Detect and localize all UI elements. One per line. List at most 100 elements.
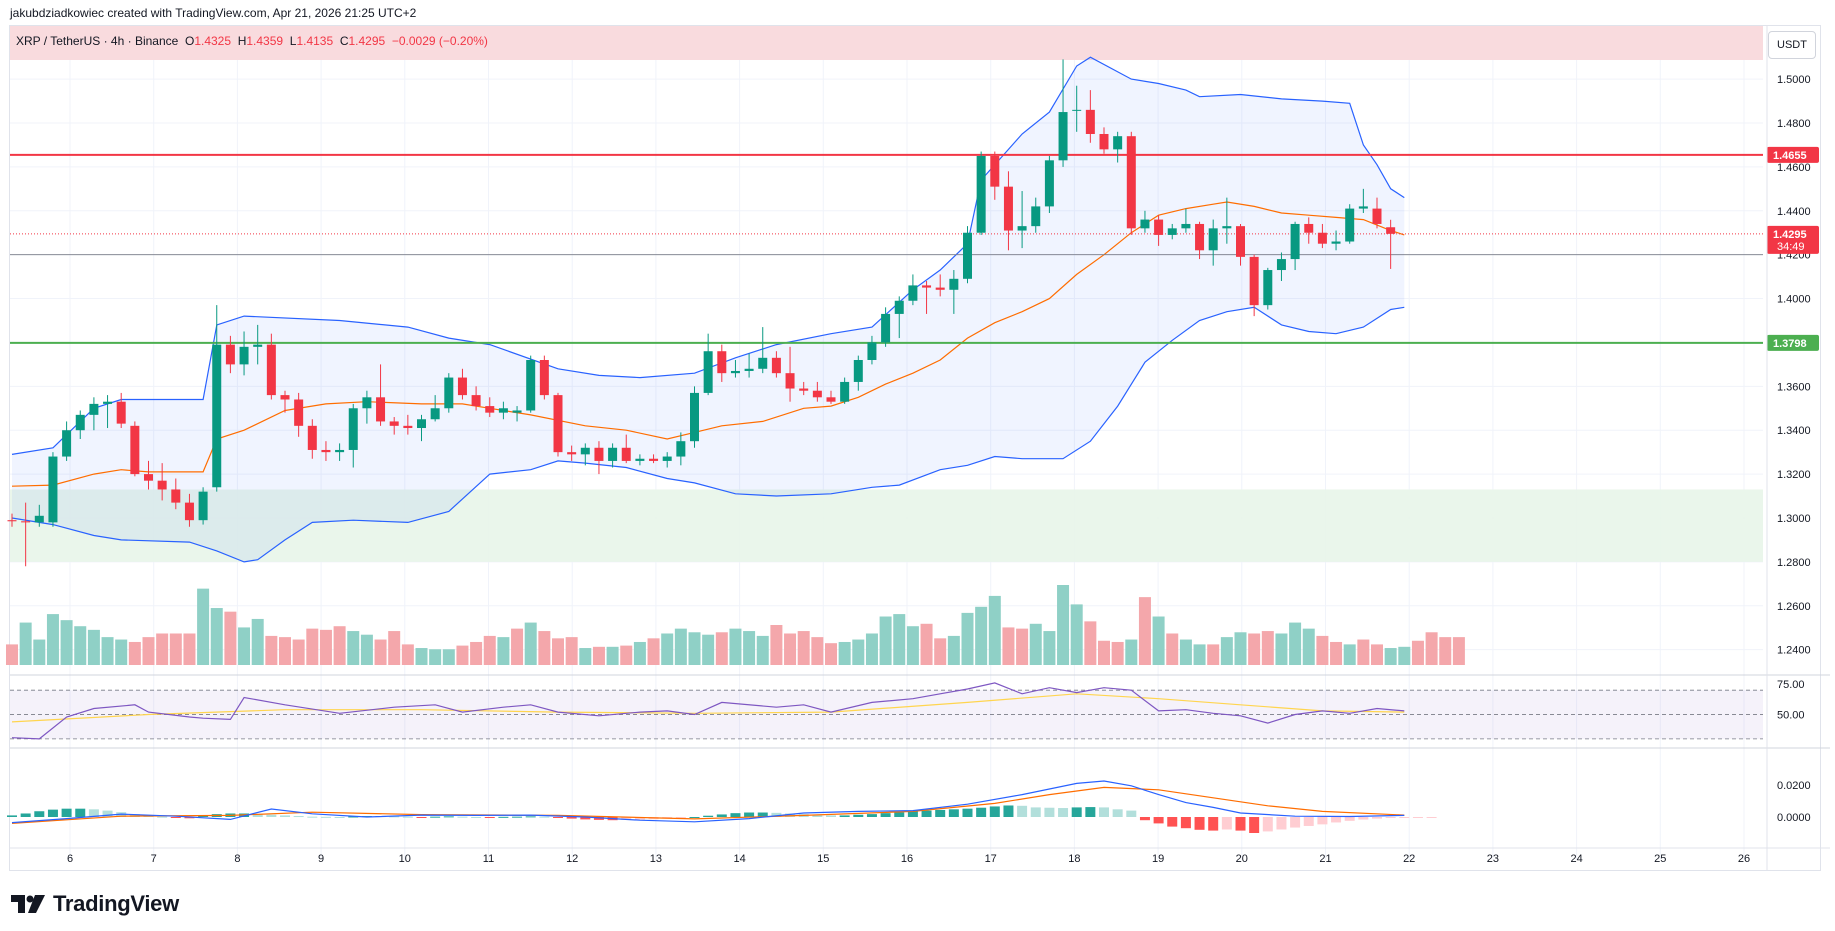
macd-histogram-bar: [771, 812, 782, 817]
macd-histogram-bar: [880, 813, 891, 817]
candle-body: [471, 395, 481, 407]
volume-bar: [1248, 633, 1261, 665]
candle-body: [580, 447, 590, 455]
x-tick-label: 15: [817, 853, 829, 865]
volume-bar: [1002, 627, 1015, 665]
candle-body: [198, 491, 208, 521]
countdown-label: 34:49: [1777, 241, 1805, 253]
candle-body: [1031, 206, 1041, 227]
currency-button[interactable]: USDT: [1768, 31, 1816, 59]
candle-body: [935, 287, 945, 290]
volume-bar: [60, 620, 73, 665]
volume-bar: [306, 628, 319, 665]
volume-bar: [1084, 621, 1097, 665]
macd-histogram-bar: [498, 816, 509, 818]
volume-bar: [1179, 639, 1192, 665]
close-value: 1.4295: [348, 34, 386, 48]
candle-body: [1154, 219, 1164, 235]
macd-histogram-bar: [1112, 809, 1123, 817]
x-tick-label: 19: [1152, 853, 1164, 865]
candle-body: [212, 344, 222, 488]
macd-histogram-bar: [1167, 817, 1178, 827]
x-tick-label: 17: [985, 853, 997, 865]
candle-body: [922, 285, 932, 288]
x-tick-label: 11: [483, 853, 494, 865]
volume-bar: [961, 612, 974, 665]
macd-histogram-bar: [1399, 817, 1410, 818]
macd-histogram-bar: [1317, 817, 1328, 825]
volume-bar: [538, 631, 551, 665]
macd-histogram-bar: [621, 817, 632, 820]
high-label: H: [237, 34, 247, 48]
volume-bar: [906, 626, 919, 665]
macd-tick-label: 0.0000: [1777, 812, 1811, 824]
volume-bar: [702, 634, 715, 665]
macd-histogram-bar: [1290, 817, 1301, 828]
candle-body: [894, 300, 904, 314]
candle-body: [1058, 112, 1068, 161]
macd-histogram-bar: [266, 814, 277, 817]
volume-bar: [238, 627, 251, 665]
macd-histogram-bar: [675, 817, 686, 818]
macd-histogram-bar: [1344, 817, 1355, 821]
volume-bar: [1029, 623, 1042, 665]
volume-bar: [74, 626, 87, 665]
volume-bar: [19, 622, 32, 665]
candle-body: [662, 456, 672, 461]
volume-bar: [1193, 644, 1206, 665]
volume-bar: [319, 629, 332, 665]
volume-bar: [1207, 644, 1220, 665]
volume-bar: [1371, 644, 1383, 665]
candle-body: [1276, 259, 1286, 271]
candle-body: [1085, 109, 1095, 134]
candle-body: [594, 447, 604, 461]
macd-histogram-bar: [1017, 805, 1028, 817]
volume-bar: [1220, 637, 1233, 665]
volume-bar: [715, 632, 728, 665]
tradingview-logo[interactable]: TradingView: [11, 891, 179, 917]
volume-bar: [1261, 631, 1274, 665]
open-value: 1.4325: [194, 34, 232, 48]
macd-histogram-bar: [443, 816, 454, 818]
candle-body: [1044, 160, 1054, 207]
volume-bar: [183, 633, 196, 665]
macd-histogram-bar: [812, 815, 823, 817]
volume-bar: [729, 628, 742, 665]
candle-body: [184, 502, 194, 521]
volume-bar: [893, 614, 906, 665]
candle-body: [1126, 136, 1136, 229]
macd-histogram-bar: [252, 814, 263, 817]
candle-body: [676, 441, 686, 457]
volume-bar: [647, 638, 660, 665]
candle-body: [321, 449, 331, 453]
candle-body: [225, 344, 235, 365]
volume-bar: [633, 641, 646, 665]
symbol-name[interactable]: XRP / TetherUS · 4h · Binance: [16, 34, 179, 48]
volume-bar: [1070, 604, 1083, 665]
candle-body: [512, 410, 522, 413]
macd-histogram-bar: [1262, 817, 1273, 832]
macd-histogram-bar: [1003, 805, 1014, 817]
volume-bar: [1411, 640, 1424, 665]
candle-body: [1345, 208, 1355, 242]
candle-body: [1386, 227, 1396, 234]
macd-histogram-bar: [416, 817, 427, 818]
candle-body: [1140, 219, 1150, 229]
candle-body: [1249, 256, 1259, 306]
volume-bar: [1111, 641, 1124, 665]
volume-bar: [1302, 628, 1315, 665]
candle-body: [703, 351, 713, 393]
candle-body: [853, 360, 863, 382]
volume-bar: [524, 622, 537, 665]
candle-body: [990, 155, 1000, 187]
macd-histogram-bar: [976, 807, 987, 817]
candle-body: [116, 401, 126, 424]
candle-body: [1358, 206, 1368, 209]
x-tick-label: 8: [234, 853, 240, 865]
volume-bar: [1057, 585, 1070, 665]
candle-body: [444, 377, 454, 409]
macd-histogram-bar: [716, 814, 727, 817]
macd-histogram-bar: [525, 816, 536, 818]
macd-histogram-bar: [1099, 807, 1109, 817]
